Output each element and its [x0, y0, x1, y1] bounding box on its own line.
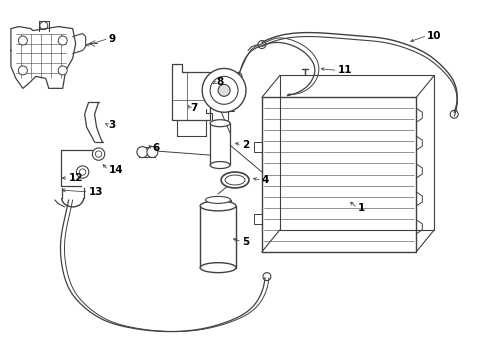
Circle shape — [58, 66, 67, 75]
Text: 5: 5 — [242, 237, 249, 247]
Circle shape — [137, 147, 148, 158]
Text: 2: 2 — [242, 140, 249, 150]
Text: 9: 9 — [108, 33, 116, 44]
Circle shape — [202, 68, 246, 112]
Text: 7: 7 — [190, 103, 197, 113]
Circle shape — [58, 36, 67, 45]
Text: 8: 8 — [216, 77, 223, 87]
Circle shape — [210, 76, 238, 104]
Text: 11: 11 — [338, 66, 352, 76]
Circle shape — [218, 84, 230, 96]
Text: 1: 1 — [358, 203, 365, 213]
Ellipse shape — [200, 263, 236, 273]
Circle shape — [93, 148, 105, 160]
Text: 14: 14 — [108, 165, 123, 175]
Circle shape — [40, 22, 48, 30]
Circle shape — [234, 72, 242, 80]
Circle shape — [450, 110, 458, 118]
Text: 4: 4 — [262, 175, 270, 185]
Text: 3: 3 — [108, 120, 116, 130]
Ellipse shape — [210, 162, 230, 168]
Ellipse shape — [210, 120, 230, 127]
Circle shape — [19, 66, 27, 75]
Ellipse shape — [221, 172, 249, 188]
Circle shape — [263, 273, 271, 280]
Text: 13: 13 — [89, 187, 103, 197]
Circle shape — [258, 41, 266, 49]
Circle shape — [147, 147, 158, 158]
Ellipse shape — [200, 201, 236, 211]
Circle shape — [19, 36, 27, 45]
Text: 6: 6 — [152, 143, 160, 153]
Text: 12: 12 — [69, 173, 83, 183]
Text: 10: 10 — [427, 31, 442, 41]
Circle shape — [76, 166, 89, 178]
Ellipse shape — [205, 197, 231, 203]
